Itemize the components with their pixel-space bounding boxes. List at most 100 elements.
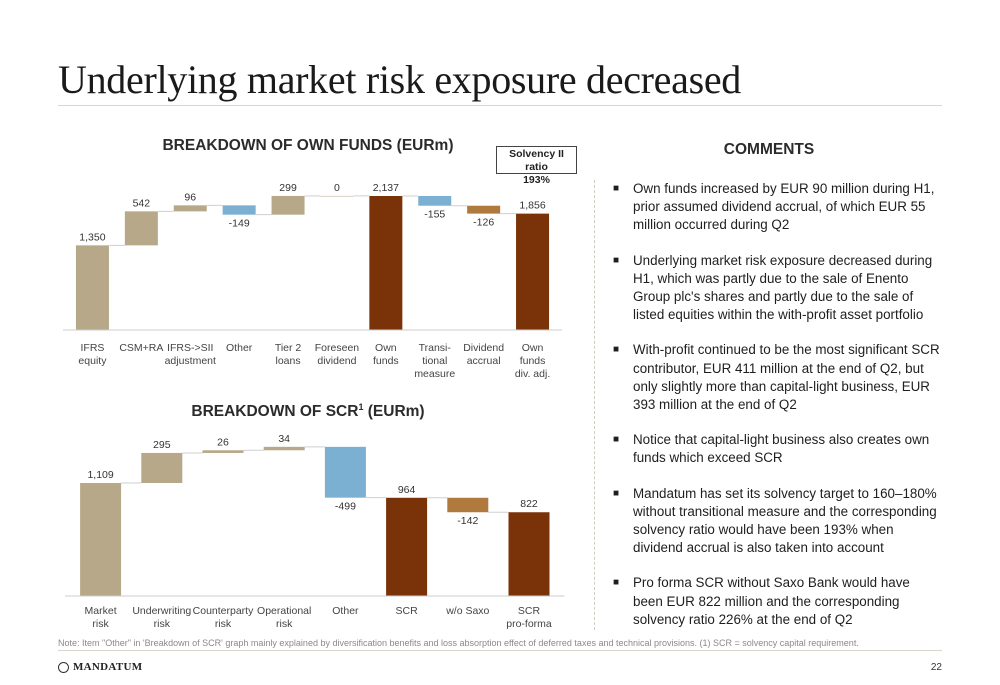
waterfall-bar (467, 205, 501, 214)
footer-divider (58, 650, 942, 651)
category-label: SCR (396, 605, 419, 617)
data-label: -142 (457, 515, 478, 527)
category-label: IFRS->SII adjustment (165, 342, 216, 367)
category-label: Tier 2 loans (275, 342, 302, 367)
waterfall-bar (202, 450, 244, 453)
data-label: -149 (229, 218, 250, 230)
data-label: 295 (153, 439, 171, 451)
category-label-line: Tier 2 (275, 342, 302, 354)
waterfall-bar (447, 497, 489, 513)
data-label: 34 (278, 433, 290, 445)
waterfall-bar (80, 483, 122, 596)
category-label-line: tional (422, 355, 447, 367)
category-label: Dividend accrual (463, 342, 504, 367)
category-label: w/o Saxo (445, 605, 489, 617)
category-label-line: risk (276, 618, 293, 630)
category-label: Counterparty risk (193, 605, 254, 630)
category-label-line: Other (332, 605, 359, 617)
page-number: 22 (930, 662, 942, 673)
company-logo: MANDATUM (58, 661, 142, 673)
waterfall-bar (508, 512, 550, 596)
waterfall-bar (141, 452, 183, 483)
category-label: Transi-tional measure (414, 342, 455, 380)
footnote: Note: Item "Other" in 'Breakdown of SCR'… (58, 638, 859, 648)
category-label-line: Market (85, 605, 117, 617)
category-label-line: risk (215, 618, 232, 630)
comment-item: ■ Own funds increased by EUR 90 million d… (613, 180, 943, 235)
category-label-line: Other (226, 342, 253, 354)
comment-text: Pro forma SCR without Saxo Bank would ha… (633, 575, 910, 627)
data-label: -155 (424, 209, 445, 221)
category-label-line: equity (78, 355, 107, 367)
waterfall-bar (516, 213, 550, 330)
category-label-line: Dividend (463, 342, 504, 354)
category-label-line: funds (373, 355, 399, 367)
category-label: Own funds div. adj. (515, 342, 550, 380)
scr-chart-title-text: BREAKDOWN OF SCR (191, 403, 359, 421)
solvency-ratio-box: Solvency II ratio 193% (496, 146, 577, 186)
waterfall-bar (173, 205, 207, 212)
category-label-line: accrual (467, 355, 501, 367)
category-label-line: dividend (317, 355, 356, 367)
data-label: 1,856 (519, 200, 545, 212)
comment-item: ■ Mandatum has set its solvency target to… (613, 485, 943, 558)
data-label: 0 (334, 182, 340, 194)
comment-text: Own funds increased by EUR 90 million du… (633, 181, 935, 233)
solvency-ratio-label: Solvency II ratio (509, 148, 564, 173)
category-label-line: risk (154, 618, 171, 630)
category-label: Other (332, 605, 359, 617)
data-label: 96 (184, 191, 196, 203)
category-label-line: Own (375, 342, 397, 354)
data-label: 2,137 (373, 182, 399, 194)
comments-divider (594, 180, 596, 630)
comment-item: ■ Pro forma SCR without Saxo Bank would h… (613, 574, 943, 629)
slide-title: Underlying market risk exposure decrease… (58, 57, 741, 102)
category-label-line: Counterparty (193, 605, 254, 617)
category-label-line: IFRS (80, 342, 104, 354)
comment-item: ■ Notice that capital-light business also… (613, 431, 943, 467)
category-label-line: SCR (396, 605, 419, 617)
data-label: 1,350 (79, 231, 105, 243)
scr-chart-title-unit: (EURm) (367, 403, 425, 421)
data-label: -126 (473, 217, 494, 229)
category-label: Operational risk (257, 605, 311, 630)
category-label-line: loans (275, 355, 300, 367)
solvency-ratio-value: 193% (523, 174, 550, 186)
category-label: Foreseen dividend (315, 342, 360, 367)
comment-item: ■ With-profit continued to be the most si… (613, 341, 943, 414)
scr-chart-title-footnote: 1 (358, 402, 364, 412)
comment-text: With-profit continued to be the most sig… (633, 342, 940, 413)
bullet-icon: ■ (613, 577, 620, 589)
logo-emblem-icon (58, 661, 69, 673)
waterfall-bar (124, 211, 158, 246)
scr-chart-title: BREAKDOWN OF SCR1 (EURm) (158, 402, 458, 421)
category-label: SCR pro-forma (506, 605, 552, 630)
waterfall-bar (418, 196, 452, 206)
data-label: 299 (279, 182, 297, 194)
waterfall-bar (75, 245, 109, 330)
category-label: CSM+RA (119, 342, 163, 354)
waterfall-bar (386, 497, 428, 596)
category-label-line: CSM+RA (119, 342, 163, 354)
waterfall-bar (222, 205, 256, 215)
category-label-line: risk (92, 618, 109, 630)
category-label-line: funds (520, 355, 546, 367)
category-label: Market risk (85, 605, 117, 630)
waterfall-bar (263, 446, 305, 451)
data-label: -499 (335, 501, 356, 513)
comments-list: ■ Own funds increased by EUR 90 million d… (613, 180, 943, 646)
comment-text: Mandatum has set its solvency target to … (633, 485, 937, 556)
waterfall-bar (324, 446, 366, 498)
data-label: 822 (520, 498, 538, 510)
bullet-icon: ■ (613, 254, 620, 266)
category-label-line: SCR (518, 605, 541, 617)
category-label: Underwriting risk (132, 605, 191, 630)
bullet-icon: ■ (613, 183, 620, 194)
own-funds-chart-title: BREAKDOWN OF OWN FUNDS (EURm) (162, 137, 454, 154)
comment-text: Notice that capital-light business also … (633, 432, 930, 466)
category-label: IFRS equity (78, 342, 107, 367)
logo-wordmark: MANDATUM (73, 661, 143, 673)
comment-item: ■ Underlying market risk exposure decreas… (613, 252, 943, 325)
